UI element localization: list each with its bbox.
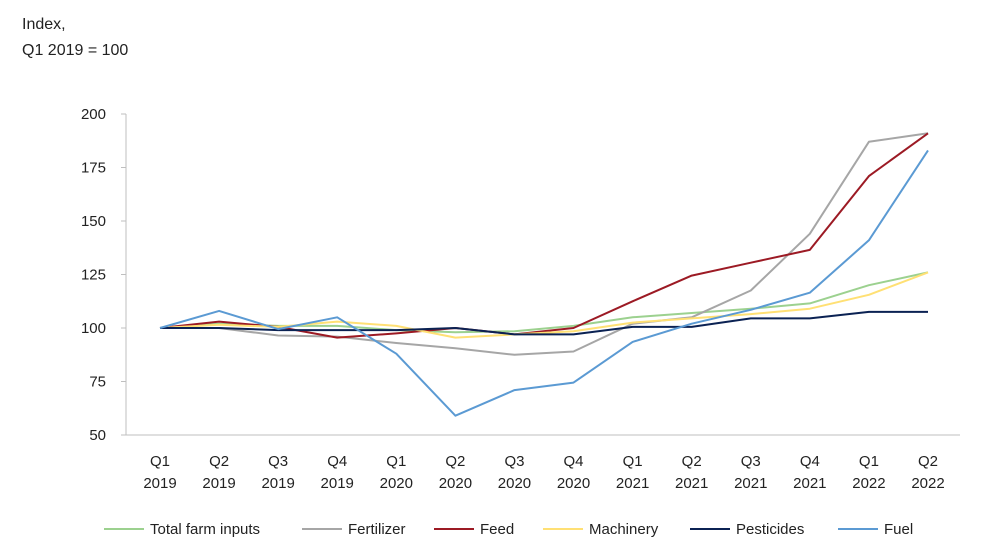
y-axis-label-line-1: Index,: [22, 16, 66, 33]
legend-swatch: [434, 528, 474, 530]
y-axis-label-line-2: Q1 2019 = 100: [22, 42, 129, 59]
x-tick-label-year: 2021: [616, 475, 649, 492]
legend-label: Pesticides: [736, 520, 805, 538]
x-tick-label-quarter: Q1: [859, 453, 879, 470]
legend-label: Fuel: [884, 520, 914, 538]
series-line-total-farm-inputs: [159, 271, 929, 334]
x-tick-label-year: 2019: [321, 475, 354, 492]
legend-item: Pesticides: [690, 516, 804, 542]
legend-item: Fertilizer: [302, 516, 406, 542]
x-tick-label-year: 2022: [852, 475, 885, 492]
x-tick-label-year: 2019: [261, 475, 294, 492]
legend-swatch: [302, 528, 342, 530]
x-tick-label-year: 2022: [911, 475, 944, 492]
series-line-fertilizer: [160, 132, 929, 356]
x-tick-label-quarter: Q4: [327, 453, 347, 470]
legend-swatch: [838, 528, 878, 530]
x-tick-label-year: 2020: [380, 475, 413, 492]
x-tick-label-quarter: Q1: [623, 453, 643, 470]
y-tick-label: 175: [81, 160, 106, 177]
x-tick-label-quarter: Q1: [150, 453, 170, 470]
legend-label: Machinery: [589, 520, 659, 538]
x-tick-label-quarter: Q4: [564, 453, 584, 470]
y-tick-label: 200: [81, 106, 106, 123]
x-tick-label-year: 2020: [498, 475, 531, 492]
x-tick-label-quarter: Q2: [209, 453, 229, 470]
legend-label: Total farm inputs: [150, 520, 261, 538]
x-tick-label-year: 2021: [734, 475, 767, 492]
y-tick-label: 50: [89, 427, 106, 444]
x-tick-label-quarter: Q3: [268, 453, 288, 470]
y-tick-label: 125: [81, 267, 106, 284]
x-tick-label-quarter: Q3: [504, 453, 524, 470]
series-line-machinery: [159, 271, 929, 339]
legend-swatch: [104, 528, 144, 530]
series-line-pesticides: [160, 310, 928, 336]
y-tick-label: 75: [89, 374, 106, 391]
series-line-feed: [159, 132, 929, 339]
x-tick-label-quarter: Q3: [741, 453, 761, 470]
y-tick-label: 150: [81, 213, 106, 230]
x-tick-label-year: 2021: [675, 475, 708, 492]
x-tick-label-year: 2019: [202, 475, 235, 492]
x-tick-label-year: 2021: [793, 475, 826, 492]
y-tick-label: 100: [81, 320, 106, 337]
legend-label: Fertilizer: [348, 520, 406, 538]
x-tick-label-quarter: Q2: [918, 453, 938, 470]
legend-swatch: [543, 528, 583, 530]
x-tick-label-year: 2020: [439, 475, 472, 492]
legend-label: Feed: [480, 520, 515, 538]
series-line-fuel: [159, 149, 929, 417]
legend-item: Machinery: [543, 516, 658, 542]
legend-item: Feed: [434, 516, 514, 542]
x-tick-label-year: 2019: [143, 475, 176, 492]
x-tick-label-quarter: Q2: [682, 453, 702, 470]
x-tick-label-quarter: Q2: [445, 453, 465, 470]
legend-item: Total farm inputs: [104, 516, 260, 542]
x-tick-label-quarter: Q1: [386, 453, 406, 470]
legend: Total farm inputs Fertilizer Feed Machinery…: [0, 516, 992, 542]
legend-swatch: [690, 528, 730, 530]
x-tick-label-year: 2020: [557, 475, 590, 492]
legend-item: Fuel: [838, 516, 913, 542]
x-tick-label-quarter: Q4: [800, 453, 820, 470]
